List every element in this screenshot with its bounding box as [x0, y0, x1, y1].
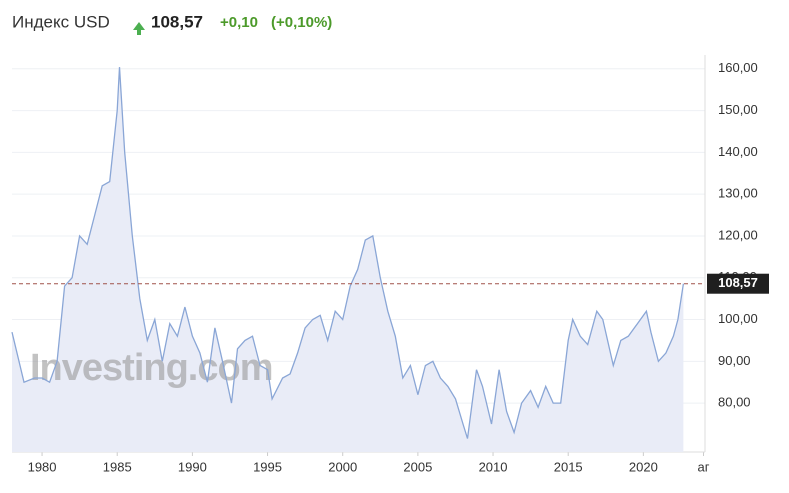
x-tick-label: 1985 [103, 459, 132, 474]
x-tick-label: 2000 [328, 459, 357, 474]
y-tick-label: 120,00 [718, 227, 758, 242]
y-tick-label: 160,00 [718, 60, 758, 75]
watermark: Investing.com [30, 347, 273, 389]
x-tick-label: 1980 [28, 459, 57, 474]
y-tick-label: 80,00 [718, 395, 751, 410]
up-arrow [133, 22, 145, 35]
y-tick-label: 150,00 [718, 102, 758, 117]
y-tick-label: 140,00 [718, 144, 758, 159]
change-pct: (+0,10%) [271, 14, 332, 31]
price: 108,57 [151, 12, 203, 31]
x-tick-label: 2020 [629, 459, 658, 474]
index-name: Индекс USD [12, 12, 110, 31]
x-tick-label: 1990 [178, 459, 207, 474]
current-label: 108,57 [718, 275, 758, 290]
x-tick-label: 2010 [479, 459, 508, 474]
y-tick-label: 130,00 [718, 186, 758, 201]
x-tick-label: аг [698, 459, 710, 474]
x-tick-label: 2015 [554, 459, 583, 474]
y-tick-label: 100,00 [718, 311, 758, 326]
line [11, 67, 685, 439]
change: +0,10 [220, 14, 258, 31]
x-tick-label: 1995 [253, 459, 282, 474]
y-tick-label: 90,00 [718, 353, 751, 368]
x-tick-label: 2005 [403, 459, 432, 474]
area-fill [12, 67, 684, 452]
current-box [707, 273, 769, 294]
